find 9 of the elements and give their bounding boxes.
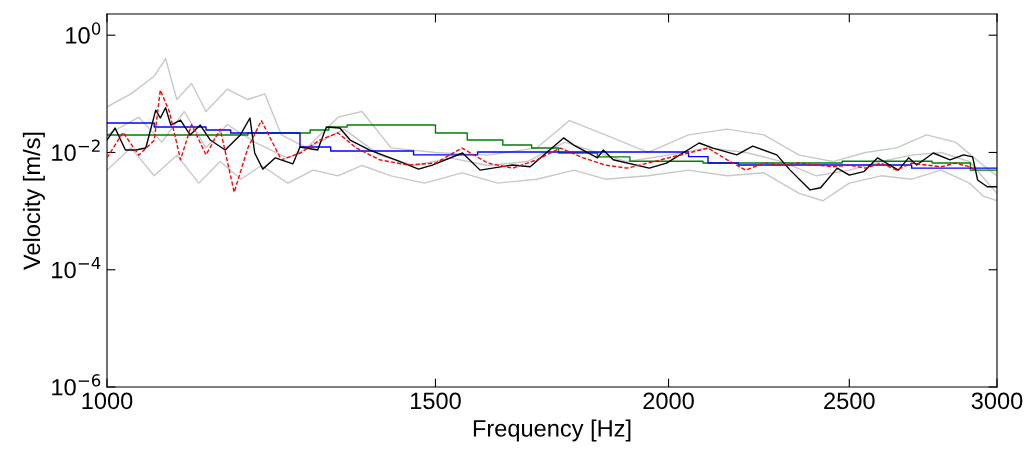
x-tick-label: 2500 — [824, 392, 875, 410]
y-tick-label: 10$^{−2}$ — [52, 139, 100, 162]
y-tick-label: 10$^{−4}$ — [52, 257, 101, 279]
y-tick-label: 10$^{0}$ — [66, 22, 101, 44]
x-axis-title: Frequency [Hz] — [473, 419, 631, 442]
x-tick-label: 2000 — [643, 392, 694, 410]
y-axis-title: Velocity [m/s] — [22, 132, 45, 270]
x-tick-label: 1500 — [411, 392, 461, 410]
x-tick-label: 3000 — [971, 392, 1023, 410]
